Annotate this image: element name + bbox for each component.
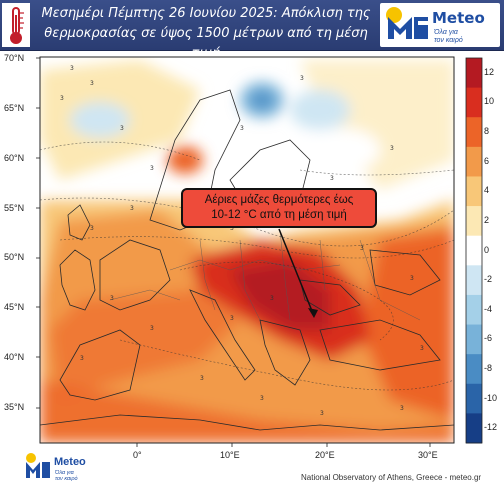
contour-label: 3 xyxy=(110,295,114,302)
lat-label-35: 35°N xyxy=(4,402,25,412)
lon-label-30e: 30°E xyxy=(418,450,438,460)
colorbar-band xyxy=(466,235,482,266)
contour-label: 3 xyxy=(150,325,154,332)
lat-label-45: 45°N xyxy=(4,302,25,312)
colorbar-band xyxy=(466,206,482,237)
thermometer-icon xyxy=(2,3,30,47)
contour-label: 3 xyxy=(420,345,424,352)
lat-label-40: 40°N xyxy=(4,352,25,362)
colorbar-band xyxy=(466,176,482,207)
map-frame xyxy=(39,56,455,444)
logo-text: Meteo xyxy=(432,9,485,27)
contour-label: 3 xyxy=(320,410,324,417)
contour-label: 3 xyxy=(200,375,204,382)
colorbar-label: -8 xyxy=(484,362,493,373)
colorbar-label: 4 xyxy=(484,185,490,196)
colorbar-band xyxy=(466,146,482,177)
contour-label: 3 xyxy=(230,315,234,322)
footer-logo-tagline: Όλα για τον καιρό xyxy=(55,470,78,482)
meteo-logo: Meteo Όλα για τον καιρό xyxy=(380,3,500,47)
lat-label-65: 65°N xyxy=(4,103,25,113)
colorbar-band xyxy=(466,87,482,118)
contour-label: 3 xyxy=(80,355,84,362)
contour-label: 3 xyxy=(390,145,394,152)
header-bar: Μεσημέρι Πέμπτης 26 Ιουνίου 2025: Απόκλι… xyxy=(0,0,504,61)
colorbar-band xyxy=(466,58,482,89)
colorbar-band xyxy=(466,117,482,148)
contour-label: 3 xyxy=(90,225,94,232)
contour-label: 3 xyxy=(300,75,304,82)
contour-lines xyxy=(40,141,454,391)
contour-label: 3 xyxy=(410,275,414,282)
colorbar-label: 12 xyxy=(484,66,495,77)
colorbar-label: -12 xyxy=(484,422,498,433)
colorbar-label: 10 xyxy=(484,96,495,107)
callout-line-2: 10-12 °C από τη μέση τιμή xyxy=(211,209,347,221)
colorbar-band xyxy=(466,354,482,385)
lon-label-0: 0° xyxy=(133,450,142,460)
lon-label-20e: 20°E xyxy=(315,450,335,460)
colorbar-label: 0 xyxy=(484,244,490,255)
contour-label: 3 xyxy=(330,175,334,182)
anomaly-map: 3 3 3 3 3 3 3 3 3 3 3 3 3 3 3 3 3 3 3 3 xyxy=(0,50,504,488)
contour-label: 3 xyxy=(230,225,234,232)
colorbar-band xyxy=(466,294,482,326)
contour-label: 3 xyxy=(90,80,94,87)
contour-labels: 3 3 3 3 3 3 3 3 3 3 3 3 3 3 3 3 3 3 3 3 xyxy=(60,65,424,417)
contour-label: 3 xyxy=(360,245,364,252)
colorbar-band xyxy=(466,265,482,296)
colorbar-label: 6 xyxy=(484,155,490,166)
contour-label: 3 xyxy=(60,95,64,102)
contour-label: 3 xyxy=(120,125,124,132)
title-line-1: Μεσημέρι Πέμπτης 26 Ιουνίου 2025: Απόκλι… xyxy=(41,6,371,21)
contour-label: 3 xyxy=(240,125,244,132)
contour-label: 3 xyxy=(260,395,264,402)
callout-arrow xyxy=(278,228,315,317)
footer-logo-icon xyxy=(26,453,50,478)
contour-label: 3 xyxy=(130,205,134,212)
callout-line-1: Αέριες μάζες θερμότερες έως xyxy=(204,194,354,206)
contour-label: 3 xyxy=(150,165,154,172)
callout-arrow-head xyxy=(308,308,318,318)
colorbar-band xyxy=(466,383,482,414)
colorbar-label: -10 xyxy=(484,392,498,403)
map-title: Μεσημέρι Πέμπτης 26 Ιουνίου 2025: Απόκλι… xyxy=(36,4,376,61)
map-canvas: 3 3 3 3 3 3 3 3 3 3 3 3 3 3 3 3 3 3 3 3 xyxy=(36,56,483,447)
colorbar-label: 2 xyxy=(484,214,490,225)
lon-label-10e: 10°E xyxy=(220,450,240,460)
contour-label: 3 xyxy=(70,65,74,72)
footer-credit: National Observatory of Athens, Greece -… xyxy=(301,473,482,482)
colorbar xyxy=(466,58,482,444)
logo-tagline: Όλα για τον καιρό xyxy=(434,29,463,44)
colorbar-label: -2 xyxy=(484,274,493,285)
contour-label: 3 xyxy=(270,295,274,302)
colorbar-frame xyxy=(465,57,483,444)
axis-ticks xyxy=(36,57,431,447)
footer-logo-text: Meteo xyxy=(54,456,86,468)
meteo-logo-icon xyxy=(386,7,428,39)
anomaly-field xyxy=(40,60,454,443)
lat-label-60: 60°N xyxy=(4,153,25,163)
country-borders xyxy=(109,229,421,321)
contour-label: 3 xyxy=(400,405,404,412)
colorbar-band xyxy=(466,413,482,444)
colorbar-label: 8 xyxy=(484,126,490,137)
colorbar-label: -4 xyxy=(484,303,493,314)
footer-meteo-logo: Meteo Όλα για τον καιρό xyxy=(24,450,104,484)
lat-label-55: 55°N xyxy=(4,203,25,213)
lat-label-50: 50°N xyxy=(4,252,25,262)
colorbar-band xyxy=(466,324,482,355)
lat-label-70: 70°N xyxy=(4,53,25,63)
colorbar-label: -6 xyxy=(484,333,493,344)
warm-air-callout: Αέριες μάζες θερμότερες έως 10-12 °C από… xyxy=(181,188,377,228)
